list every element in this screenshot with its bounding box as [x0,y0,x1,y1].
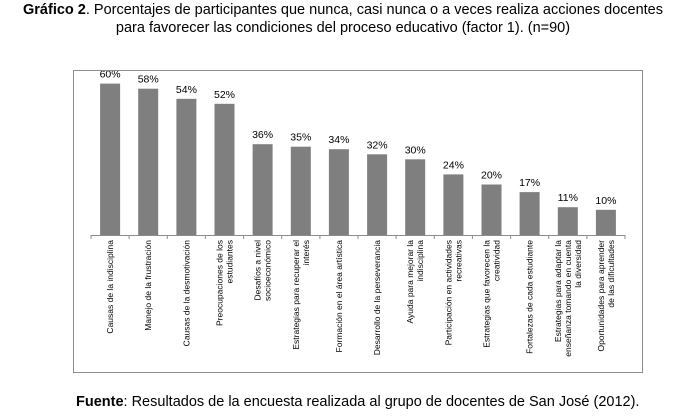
bar-1 [100,83,121,235]
source-label: Fuente [76,394,124,410]
category-label-7-line-1: Formación en el área artística [334,240,344,353]
category-label-4-line-1: Preocupaciones de los [215,240,225,326]
bar-7 [328,149,349,235]
data-label-10: 24% [443,159,464,171]
category-label-13-line-3: la diversidad [573,240,583,288]
bar-chart: 60% Causas de la indisciplina 58% Manejo de… [90,71,626,357]
bar-6 [290,146,311,235]
category-label-6-line-2: interés [301,240,311,266]
bar-5 [252,144,273,235]
data-label-14: 10% [595,195,616,207]
category-label-6-line-1: Estrategias para recuperar el [291,240,301,350]
category-label-9-line-2: indisciplina [415,240,425,282]
figure-caption: Gráfico 2. Porcentajes de participantes … [0,1,686,37]
category-label-9-line-1: Ayuda para mejorar la [405,240,415,324]
category-label-10-line-1: Participación en actividades [443,240,453,345]
data-label-9: 30% [405,144,426,156]
category-label-10-line-2: recreativas [453,240,463,282]
data-label-13: 11% [558,192,578,204]
category-label-13-line-2: enseñanza tomando en cuenta [563,240,573,357]
category-label-11: Estrategias que favorecen lacreatividad [482,240,502,348]
category-label-5-line-2: socioeconómico [263,240,273,301]
bar-14 [595,209,616,235]
bar-13 [557,207,578,235]
source-text: : Resultados de la encuesta realizada al… [123,394,640,410]
category-label-2-line-1: Manejo de la frustración [143,240,153,331]
category-label-1-line-1: Causas de la indisciplina [105,240,115,334]
category-label-3: Causas de la desmotivación [181,240,191,347]
data-label-11: 20% [481,170,502,182]
category-label-11-line-1: Estrategias que favorecen la [482,240,492,348]
bar-8 [367,154,388,235]
bar-2 [138,88,159,235]
category-label-9: Ayuda para mejorar laindisciplina [405,240,425,324]
bar-12 [519,192,540,235]
caption-text-1: . Porcentajes de participantes que nunca… [85,2,663,18]
category-label-11-line-2: creatividad [492,240,502,281]
category-label-7: Formación en el área artística [334,240,344,353]
caption-line-2: para favorecer las condiciones del proce… [115,20,571,36]
data-label-4: 52% [214,89,235,101]
bar-3 [176,98,197,235]
category-label-14-line-2: de las dificultades [606,240,616,308]
caption-label: Gráfico 2 [23,2,86,18]
data-label-12: 17% [519,177,540,189]
data-label-5: 36% [252,129,273,141]
category-label-12-line-1: Fortalezas de cada estudiante [525,240,535,354]
category-label-14-line-1: Oportunidades para aprender [596,240,606,352]
category-label-5-line-1: Desafíos a nivel [253,240,263,301]
chart-frame: 60% Causas de la indisciplina 58% Manejo de… [73,70,643,373]
category-label-8: Desarrollo de la perseverancia [372,240,382,356]
category-label-1: Causas de la indisciplina [105,240,115,334]
data-label-8: 32% [367,139,388,151]
category-label-5: Desafíos a nivelsocioeconómico [253,240,273,301]
category-label-13-line-1: Estrategias para adaptar la [553,240,563,342]
bar-4 [214,103,235,235]
bar-10 [443,174,464,235]
category-label-12: Fortalezas de cada estudiante [525,240,535,354]
category-label-14: Oportunidades para aprenderde las dificu… [596,240,616,352]
category-label-3-line-1: Causas de la desmotivación [181,240,191,347]
category-label-4: Preocupaciones de losestudiantes [215,240,235,326]
bar-9 [405,159,426,235]
figure-source: Fuente: Resultados de la encuesta realiz… [76,394,686,410]
category-label-8-line-1: Desarrollo de la perseverancia [372,240,382,356]
category-label-2: Manejo de la frustración [143,240,153,331]
category-label-13: Estrategias para adaptar laenseñanza tom… [553,240,583,357]
data-label-7: 34% [328,134,349,146]
caption-line-1: Gráfico 2. Porcentajes de participantes … [0,1,686,19]
data-label-6: 35% [290,132,311,144]
data-label-1: 60% [100,71,121,81]
bar-11 [481,184,502,235]
category-label-10: Participación en actividadesrecreativas [443,240,463,345]
category-label-6: Estrategias para recuperar elinterés [291,240,311,350]
category-label-4-line-2: estudiantes [225,240,235,283]
data-label-2: 58% [138,74,159,86]
data-label-3: 54% [176,84,197,96]
